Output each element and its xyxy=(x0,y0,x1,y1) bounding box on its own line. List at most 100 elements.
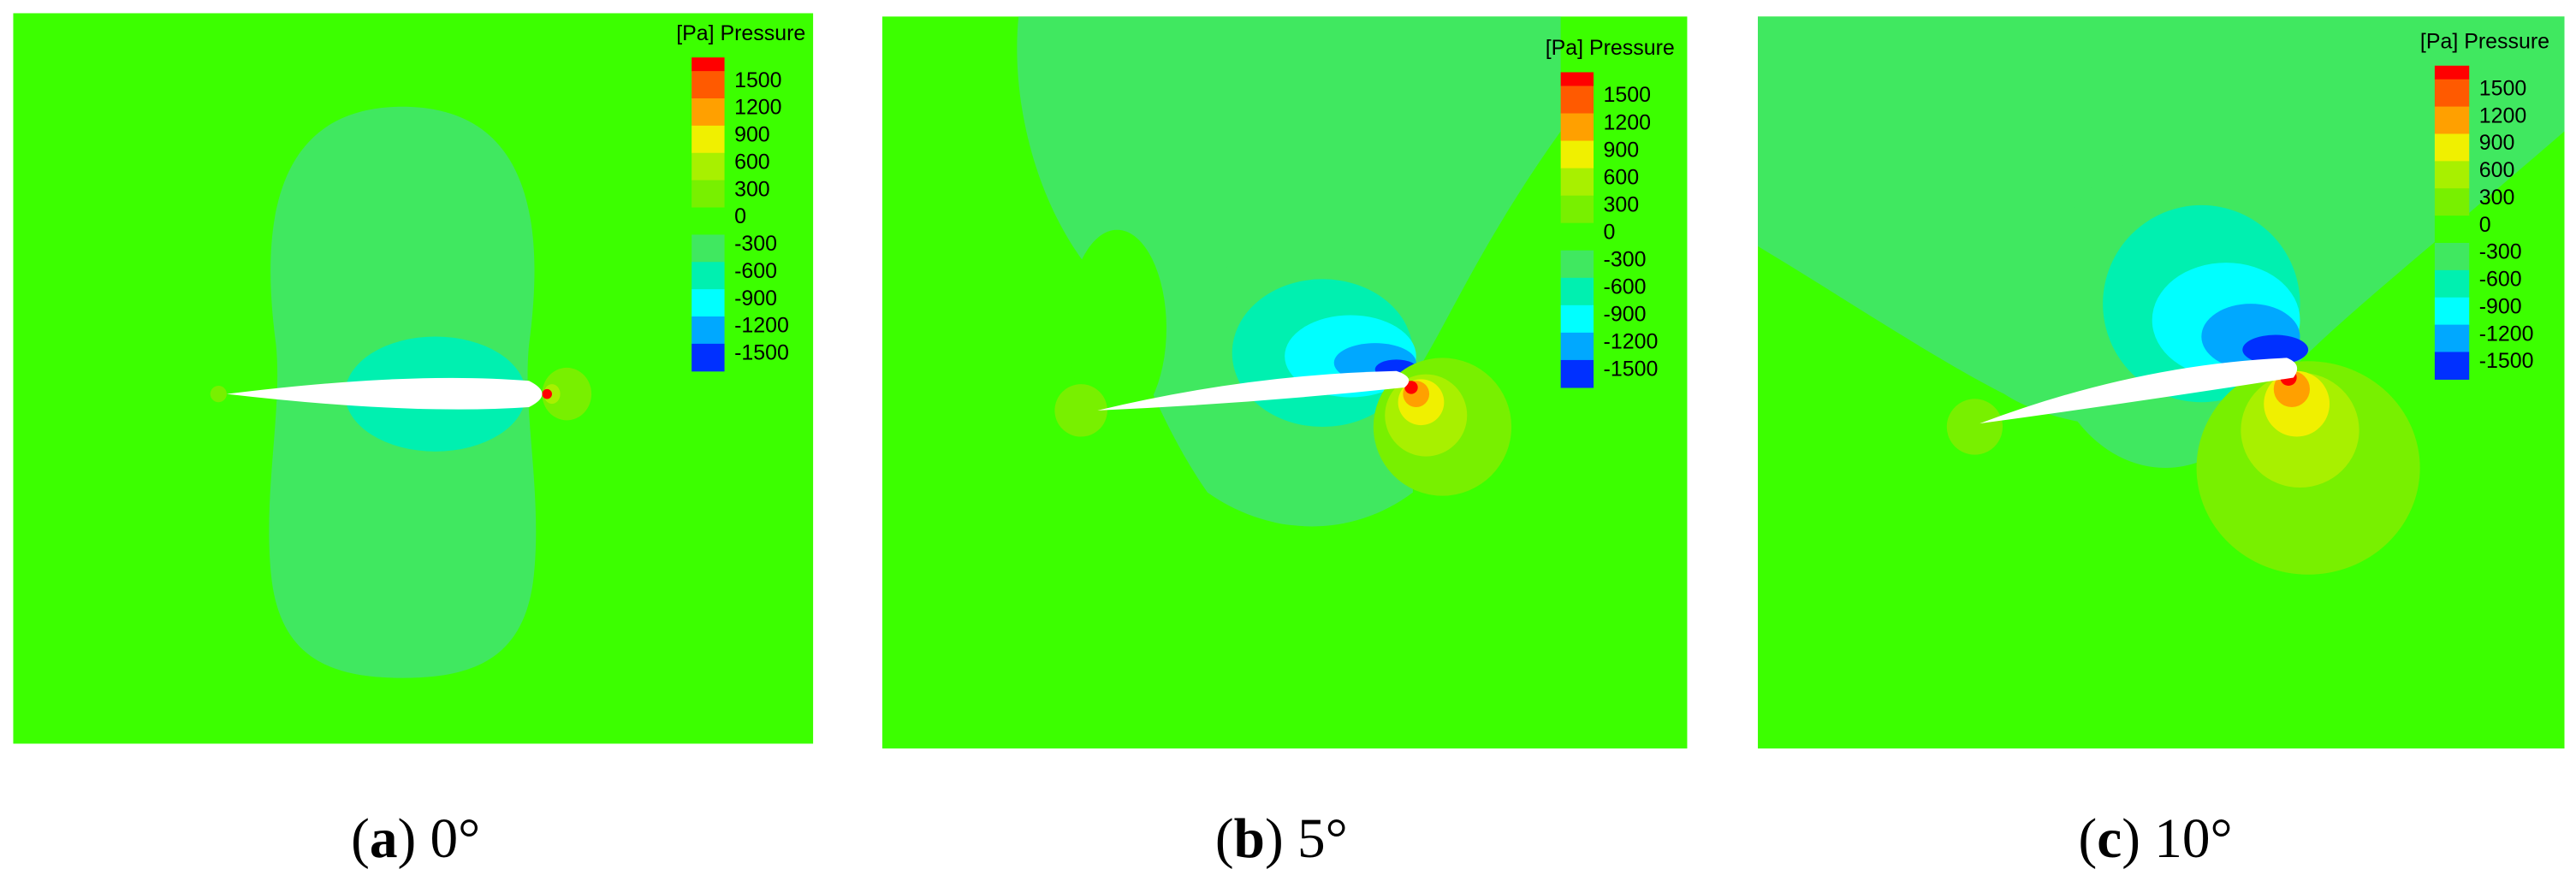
caption-suffix: ) 0° xyxy=(397,808,480,870)
contour-region xyxy=(2242,334,2309,365)
legend-swatch xyxy=(2434,324,2470,353)
legend-swatch xyxy=(691,71,725,99)
legend-tick-label: 300 xyxy=(1604,192,1640,216)
legend-tick-label: 0 xyxy=(734,204,746,228)
contour-field xyxy=(13,13,814,744)
caption-prefix: ( xyxy=(1215,808,1234,870)
contour-field xyxy=(881,16,1688,749)
airfoil xyxy=(1979,358,2298,424)
contour-region xyxy=(210,386,227,403)
legend-tick-label: 1200 xyxy=(1604,110,1651,134)
legend-swatch xyxy=(691,289,725,317)
caption-prefix: ( xyxy=(351,808,370,870)
legend-swatch xyxy=(2434,242,2470,271)
legend-swatch xyxy=(2434,161,2470,189)
legend-tick-label: 600 xyxy=(734,150,770,174)
contour-panel: [Pa] Pressure 1500 1200 900 600 300 0 -300 -600 -… xyxy=(881,16,1688,870)
legend-swatch xyxy=(1560,86,1594,115)
legend-swatch xyxy=(1560,113,1594,142)
legend-swatch xyxy=(2434,297,2470,326)
legend-swatch xyxy=(1560,359,1594,388)
legend-tick-label: -300 xyxy=(2479,240,2522,264)
caption-letter: c xyxy=(2097,808,2122,870)
legend-tick-label: -1200 xyxy=(1604,330,1659,354)
legend-swatch xyxy=(691,343,725,372)
legend-tick-label: -1200 xyxy=(734,314,789,338)
caption-letter: a xyxy=(370,808,398,870)
legend-tick-label: 900 xyxy=(2479,131,2515,155)
caption: (c) 10° xyxy=(2079,808,2233,870)
contour-field xyxy=(1758,16,2565,749)
contour-region xyxy=(1067,229,1166,428)
contour-region xyxy=(1054,384,1107,437)
legend-tick-label: 600 xyxy=(1604,165,1640,189)
legend-tick-label: -900 xyxy=(1604,303,1647,327)
caption: (b) 5° xyxy=(1215,808,1348,870)
legend-swatch xyxy=(1560,332,1594,361)
legend-tick-label: -300 xyxy=(1604,248,1647,272)
legend-tick-label: 1500 xyxy=(1604,83,1651,107)
legend-tick-label: -600 xyxy=(2479,268,2522,292)
legend-tick-label: 0 xyxy=(1604,220,1616,244)
legend-title: [Pa] Pressure xyxy=(2420,29,2549,53)
contour-region xyxy=(542,367,592,421)
caption-letter: b xyxy=(1234,808,1265,870)
legend-tick-label: -600 xyxy=(734,259,777,283)
contour-region xyxy=(542,388,552,399)
legend-swatch xyxy=(1560,195,1594,224)
legend-swatch xyxy=(691,234,725,263)
legend-tick-label: 0 xyxy=(2479,213,2491,237)
airfoil xyxy=(226,377,543,410)
contour-region xyxy=(1404,381,1418,394)
legend-tick-label: 1500 xyxy=(734,68,781,92)
legend-tick-label: 300 xyxy=(734,177,770,201)
caption-prefix: ( xyxy=(2079,808,2098,870)
legend-swatch xyxy=(2434,65,2470,80)
legend-tick-label: 300 xyxy=(2479,186,2515,210)
legend-tick-label: 600 xyxy=(2479,158,2515,182)
legend-swatch xyxy=(1560,72,1594,87)
legend-swatch xyxy=(2434,188,2470,216)
legend-swatch xyxy=(2434,216,2470,244)
legend-swatch xyxy=(691,316,725,345)
legend-swatch xyxy=(1560,222,1594,251)
legend-swatch xyxy=(1560,140,1594,169)
legend-swatch xyxy=(691,98,725,127)
legend-tick-label: 1500 xyxy=(2479,76,2526,100)
legend-tick-label: 900 xyxy=(1604,138,1640,162)
legend-tick-label: -1500 xyxy=(734,341,789,365)
legend-swatch xyxy=(691,57,725,72)
contour-region xyxy=(1946,399,2003,455)
caption-suffix: ) 10° xyxy=(2122,808,2232,870)
legend-tick-label: -1500 xyxy=(2479,349,2534,373)
legend-swatch xyxy=(2434,352,2470,380)
legend-tick-label: 900 xyxy=(734,123,770,147)
legend-swatch xyxy=(2434,79,2470,108)
legend-tick-label: -300 xyxy=(734,232,777,256)
legend-swatch xyxy=(1560,304,1594,334)
legend-swatch xyxy=(1560,277,1594,306)
legend-swatch xyxy=(691,262,725,290)
caption: (a) 0° xyxy=(351,808,480,870)
legend-swatch xyxy=(2434,106,2470,135)
legend-tick-label: 1200 xyxy=(734,96,781,120)
legend-swatch xyxy=(2434,133,2470,162)
legend-swatch xyxy=(2434,269,2470,299)
legend-title: [Pa] Pressure xyxy=(676,21,805,45)
contour-panel: [Pa] Pressure 1500 1200 900 600 300 0 -300 -600 -… xyxy=(1758,16,2565,870)
legend-swatch xyxy=(691,207,725,235)
legend-tick-label: -900 xyxy=(734,287,777,310)
legend-title: [Pa] Pressure xyxy=(1546,36,1675,60)
airfoil xyxy=(1097,370,1410,411)
legend-swatch xyxy=(691,125,725,154)
legend-swatch xyxy=(1560,168,1594,197)
legend-swatch xyxy=(691,180,725,209)
legend-tick-label: -600 xyxy=(1604,275,1647,299)
caption-suffix: ) 5° xyxy=(1265,808,1348,870)
legend-swatch xyxy=(1560,250,1594,279)
legend-tick-label: 1200 xyxy=(2479,103,2526,127)
legend-swatch xyxy=(691,152,725,181)
legend-tick-label: -1200 xyxy=(2479,322,2534,346)
